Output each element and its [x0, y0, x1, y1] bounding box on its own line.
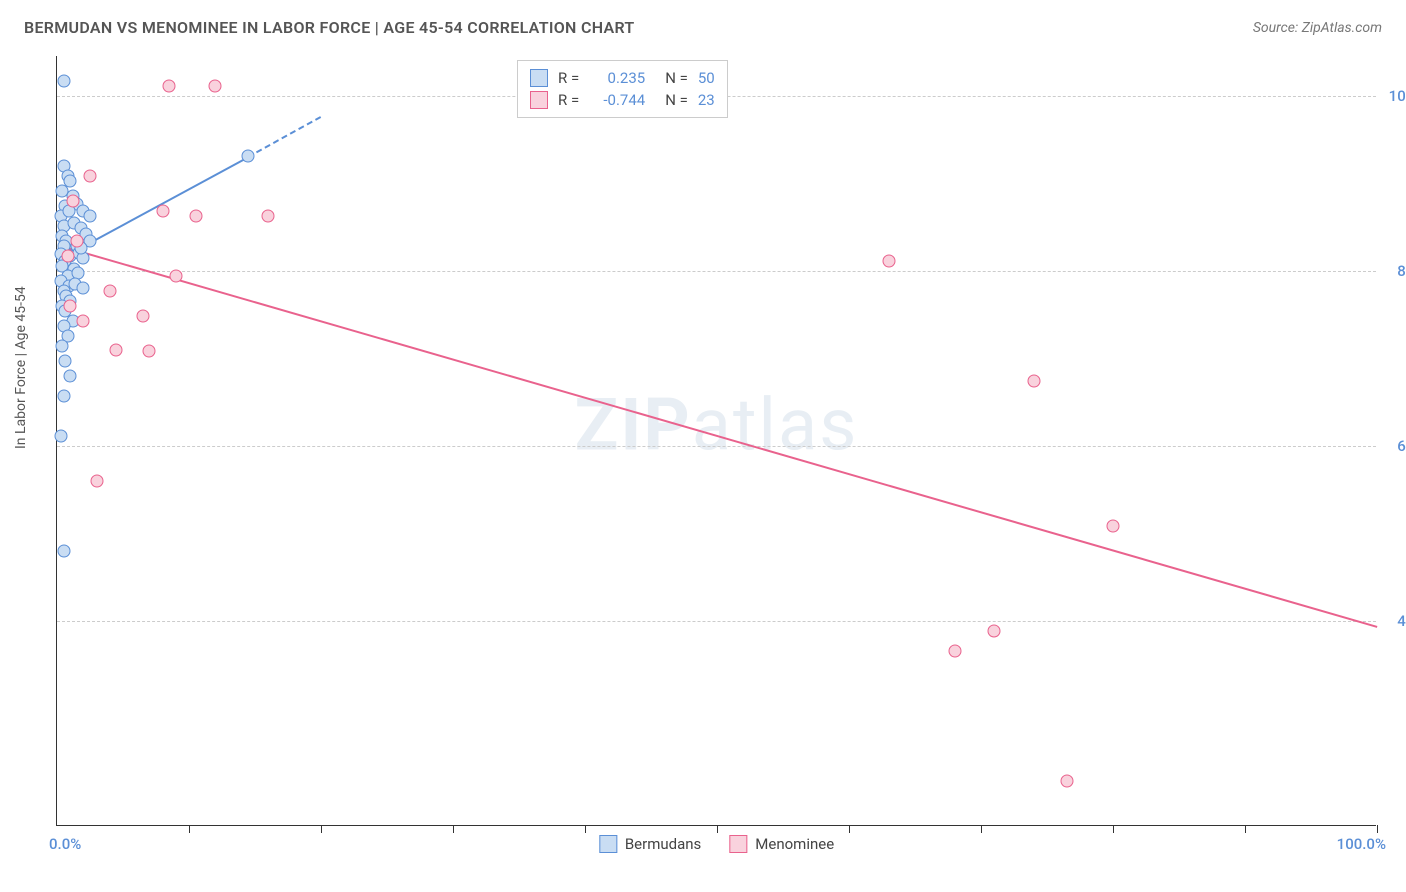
legend-swatch [530, 69, 548, 87]
data-point [882, 255, 895, 268]
gridline [57, 271, 1376, 272]
legend-swatch [530, 91, 548, 109]
data-point [57, 390, 70, 403]
data-point [61, 250, 74, 263]
data-point [57, 75, 70, 88]
y-tick-label: 47.5% [1397, 612, 1406, 630]
legend-series-item: Menominee [729, 835, 834, 853]
trend-line [248, 116, 322, 158]
chart-source: Source: ZipAtlas.com [1253, 20, 1382, 36]
legend-n-value: 23 [698, 89, 715, 111]
data-point [54, 430, 67, 443]
chart-header: BERMUDAN VS MENOMINEE IN LABOR FORCE | A… [24, 18, 1382, 37]
data-point [156, 205, 169, 218]
x-tick [981, 825, 982, 833]
x-tick [585, 825, 586, 833]
y-tick-label: 100.0% [1389, 87, 1406, 105]
legend-n-label: N = [665, 89, 688, 111]
data-point [988, 625, 1001, 638]
y-tick-label: 82.5% [1397, 262, 1406, 280]
legend-n-label: N = [665, 67, 688, 89]
data-point [136, 310, 149, 323]
trend-line [63, 246, 1377, 628]
x-tick [1113, 825, 1114, 833]
legend-r-label: R = [558, 89, 579, 111]
data-point [56, 340, 69, 353]
x-tick [1245, 825, 1246, 833]
data-point [70, 235, 83, 248]
chart-title: BERMUDAN VS MENOMINEE IN LABOR FORCE | A… [24, 18, 635, 37]
legend-swatch [599, 835, 617, 853]
legend-stats-row: R = 0.235 N = 50 [530, 67, 715, 89]
data-point [64, 370, 77, 383]
x-tick [453, 825, 454, 833]
legend-stats: R = 0.235 N = 50 R = -0.744 N = 23 [517, 60, 728, 118]
data-point [163, 80, 176, 93]
data-point [1060, 775, 1073, 788]
gridline [57, 621, 1376, 622]
data-point [209, 80, 222, 93]
data-point [262, 210, 275, 223]
data-point [242, 150, 255, 163]
data-point [948, 645, 961, 658]
data-point [110, 344, 123, 357]
legend-series-label: Menominee [755, 835, 834, 853]
legend-series: Bermudans Menominee [599, 835, 834, 853]
x-tick [189, 825, 190, 833]
data-point [103, 285, 116, 298]
data-point [143, 345, 156, 358]
data-point [77, 315, 90, 328]
legend-series-item: Bermudans [599, 835, 701, 853]
x-tick [849, 825, 850, 833]
data-point [58, 355, 71, 368]
data-point [189, 210, 202, 223]
data-point [77, 282, 90, 295]
x-max-label: 100.0% [1337, 835, 1386, 853]
x-tick [321, 825, 322, 833]
data-point [64, 300, 77, 313]
legend-stats-row: R = -0.744 N = 23 [530, 89, 715, 111]
data-point [84, 210, 97, 223]
data-point [66, 195, 79, 208]
data-point [84, 170, 97, 183]
scatter-chart: ZIPatlas In Labor Force | Age 45-54 100.… [56, 56, 1376, 826]
x-min-label: 0.0% [49, 835, 81, 853]
legend-series-label: Bermudans [625, 835, 701, 853]
legend-r-value: 0.235 [589, 67, 645, 89]
legend-n-value: 50 [698, 67, 715, 89]
x-tick [1377, 825, 1378, 833]
data-point [1027, 375, 1040, 388]
data-point [169, 270, 182, 283]
legend-swatch [729, 835, 747, 853]
legend-r-label: R = [558, 67, 579, 89]
watermark: ZIPatlas [575, 383, 859, 468]
data-point [57, 545, 70, 558]
y-axis-title: In Labor Force | Age 45-54 [13, 286, 29, 449]
data-point [1107, 520, 1120, 533]
data-point [90, 475, 103, 488]
y-tick-label: 65.0% [1397, 437, 1406, 455]
legend-r-value: -0.744 [589, 89, 645, 111]
gridline [57, 446, 1376, 447]
x-tick [717, 825, 718, 833]
